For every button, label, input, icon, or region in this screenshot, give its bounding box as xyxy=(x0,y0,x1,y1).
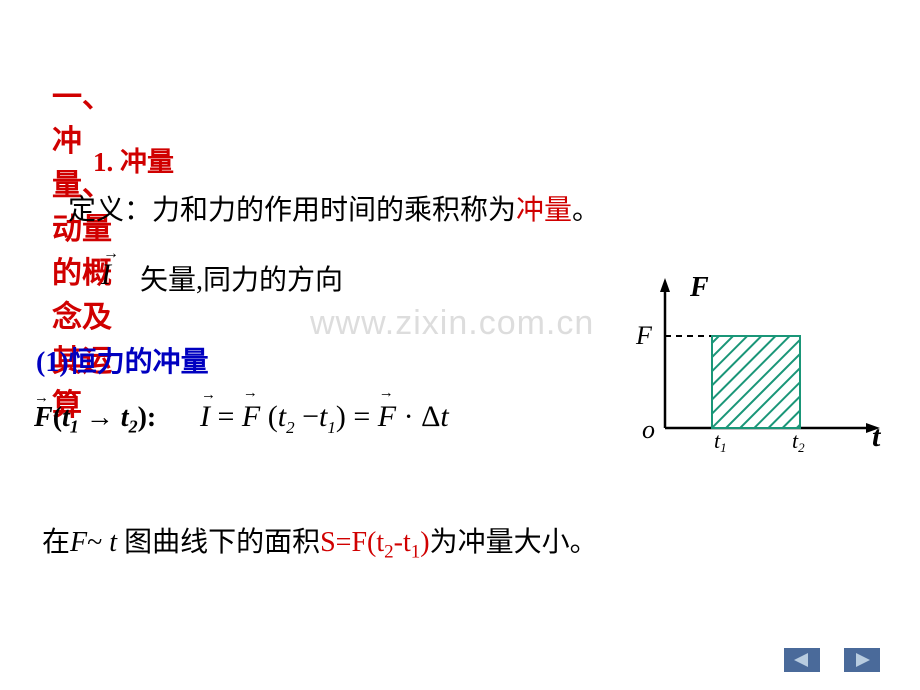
b-t1: 在 xyxy=(42,527,70,558)
f-arrow-3: → xyxy=(379,385,394,402)
def-highlight: 冲量 xyxy=(516,195,572,226)
b-F: F xyxy=(70,527,87,558)
subsection-1: 1. 冲量 xyxy=(93,140,174,179)
b-close: ) xyxy=(420,527,429,558)
t2-label: t2 xyxy=(792,428,805,455)
sub2-text: 恒力的冲量 xyxy=(69,347,209,378)
impulse-bar xyxy=(712,336,800,428)
eqm-F1: F xyxy=(242,400,260,433)
eqm-F2: F xyxy=(378,400,396,433)
eq-left: → F(t1 → t2): xyxy=(34,402,156,438)
eq-arrow: → xyxy=(86,402,114,433)
eqm-dt: t xyxy=(440,400,448,433)
bottom-line: 在F~ t 图曲线下的面积S=F(t2-t1)为冲量大小。 xyxy=(42,520,598,564)
eqm-t2: t xyxy=(278,400,286,433)
b-minus: -t xyxy=(394,527,411,558)
eq-main: → I = → F (t2 −t1) = → F · Δt xyxy=(200,400,449,438)
impulse-vector: → I xyxy=(101,258,111,292)
eqm-I: I xyxy=(200,400,210,433)
b-ti: t xyxy=(109,527,124,558)
o-label: o xyxy=(642,415,655,444)
ft-chart: F F o t t1 t2 xyxy=(620,278,890,458)
eqm-eq1: = xyxy=(218,400,242,433)
eqm-cp: ) = xyxy=(336,400,378,433)
i-arrow-2: → xyxy=(201,387,216,404)
eqm-s1: 1 xyxy=(327,418,336,437)
f-arrow-2: → xyxy=(243,385,258,402)
prev-icon xyxy=(784,648,820,672)
eqm-minus: − xyxy=(302,400,319,433)
t1-label: t1 xyxy=(714,428,727,455)
prev-button[interactable] xyxy=(784,648,820,672)
b-s2: 2 xyxy=(384,542,394,563)
b-t3: 为冲量大小。 xyxy=(430,527,598,558)
b-s: S=F(t xyxy=(320,527,384,558)
eq-t2: t xyxy=(121,402,129,433)
eq-s2: 2 xyxy=(129,417,138,437)
ivec-desc: 矢量,同力的方向 xyxy=(140,265,343,296)
b-s1: 1 xyxy=(411,542,421,563)
eqm-F1wrap: → F xyxy=(242,400,268,433)
eqm-dot: · Δ xyxy=(404,400,441,433)
eq-closep: ): xyxy=(138,402,157,433)
next-icon xyxy=(844,648,880,672)
def-suffix: 。 xyxy=(572,195,600,226)
f-label: F xyxy=(635,321,653,350)
definition-line: 定义：力和力的作用时间的乘积称为冲量。 xyxy=(68,188,600,228)
impulse-desc: 矢量,同力的方向 xyxy=(140,258,343,298)
sub2-prefix: (1) xyxy=(36,347,69,378)
f-arrow-1: → xyxy=(34,390,49,407)
subsection-2: (1)恒力的冲量 xyxy=(36,340,209,380)
sub1-text: 1. 冲量 xyxy=(93,147,174,177)
y-label: F xyxy=(689,272,709,303)
wm-text: www.zixin.com.cn xyxy=(310,304,594,342)
eqm-op2: ( xyxy=(268,400,278,433)
next-button[interactable] xyxy=(844,648,880,672)
eq-op: ( xyxy=(53,402,62,433)
watermark: www.zixin.com.cn xyxy=(310,304,594,343)
eqm-F2wrap: → F xyxy=(378,400,404,433)
y-arrow xyxy=(660,278,670,292)
eqm-s2: 2 xyxy=(286,418,295,437)
i-arrow: → xyxy=(103,245,119,263)
eq-t1: t xyxy=(62,402,70,433)
eq-s1: 1 xyxy=(70,417,79,437)
def-prefix: 定义：力和力的作用时间的乘积称为 xyxy=(68,195,516,226)
b-tilde: ~ xyxy=(87,527,109,558)
x-label: t xyxy=(872,420,882,453)
b-t2: 图曲线下的面积 xyxy=(124,527,320,558)
